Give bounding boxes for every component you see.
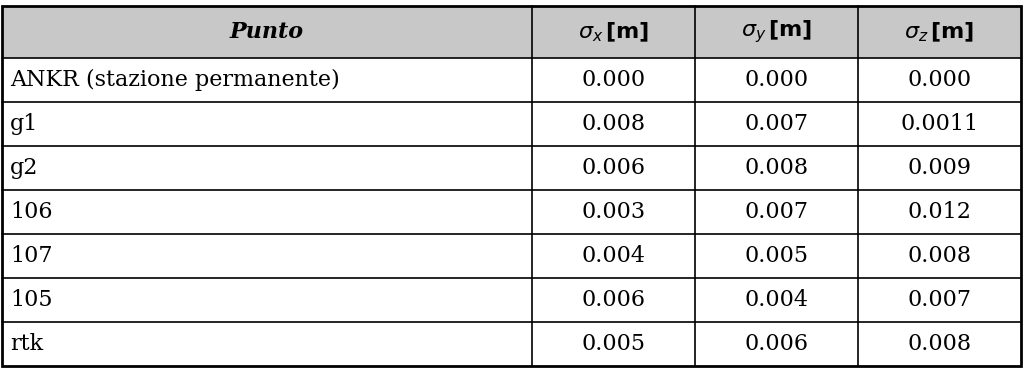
Text: 0.003: 0.003	[581, 201, 646, 223]
Bar	[695, 278, 858, 322]
Bar	[858, 234, 1021, 278]
Text: 0.006: 0.006	[581, 289, 646, 311]
Text: 0.008: 0.008	[581, 113, 646, 135]
Bar	[2, 58, 532, 102]
Text: 0.009: 0.009	[907, 157, 972, 179]
Text: 0.000: 0.000	[907, 69, 972, 91]
Text: g1: g1	[10, 113, 39, 135]
Text: 0.004: 0.004	[581, 245, 646, 267]
Text: 0.000: 0.000	[745, 69, 808, 91]
Text: 0.006: 0.006	[745, 333, 808, 355]
Text: 0.008: 0.008	[745, 157, 808, 179]
Bar	[2, 146, 532, 190]
Bar	[2, 234, 532, 278]
Bar	[695, 58, 858, 102]
Text: 0.008: 0.008	[907, 245, 972, 267]
Bar	[695, 102, 858, 146]
Text: 107: 107	[10, 245, 52, 267]
Bar	[695, 190, 858, 234]
Bar	[858, 190, 1021, 234]
Bar	[532, 234, 695, 278]
Bar	[2, 6, 532, 58]
Bar	[2, 278, 532, 322]
Bar	[695, 234, 858, 278]
Bar	[2, 190, 532, 234]
Text: 0.005: 0.005	[581, 333, 646, 355]
Bar	[858, 322, 1021, 366]
Text: 0.007: 0.007	[745, 201, 808, 223]
Text: 0.006: 0.006	[581, 157, 646, 179]
Bar	[858, 102, 1021, 146]
Text: 0.008: 0.008	[907, 333, 972, 355]
Bar	[695, 146, 858, 190]
Text: 0.007: 0.007	[745, 113, 808, 135]
Text: rtk: rtk	[10, 333, 43, 355]
Text: Punto: Punto	[230, 21, 304, 43]
Text: $\mathit{\sigma}_{y}\,\mathbf{[m]}$: $\mathit{\sigma}_{y}\,\mathbf{[m]}$	[741, 19, 812, 45]
Bar	[695, 6, 858, 58]
Bar	[532, 102, 695, 146]
Text: 0.0011: 0.0011	[900, 113, 979, 135]
Text: 0.000: 0.000	[581, 69, 646, 91]
Text: 0.012: 0.012	[907, 201, 972, 223]
Bar	[695, 322, 858, 366]
Bar	[2, 322, 532, 366]
Text: 105: 105	[10, 289, 52, 311]
Text: 0.005: 0.005	[745, 245, 808, 267]
Text: ANKR (stazione permanente): ANKR (stazione permanente)	[10, 69, 340, 91]
Text: 0.007: 0.007	[907, 289, 972, 311]
Bar	[532, 190, 695, 234]
Text: g2: g2	[10, 157, 39, 179]
Bar	[858, 278, 1021, 322]
Bar	[532, 322, 695, 366]
Text: $\mathit{\sigma}_{x}\,\mathbf{[m]}$: $\mathit{\sigma}_{x}\,\mathbf{[m]}$	[578, 20, 650, 44]
Bar	[532, 146, 695, 190]
Bar	[532, 278, 695, 322]
Text: $\mathit{\sigma}_{z}\,\mathbf{[m]}$: $\mathit{\sigma}_{z}\,\mathbf{[m]}$	[904, 20, 975, 44]
Bar	[858, 6, 1021, 58]
Text: 106: 106	[10, 201, 52, 223]
Text: 0.004: 0.004	[745, 289, 808, 311]
Bar	[532, 6, 695, 58]
Bar	[532, 58, 695, 102]
Bar	[858, 58, 1021, 102]
Bar	[2, 102, 532, 146]
Bar	[858, 146, 1021, 190]
